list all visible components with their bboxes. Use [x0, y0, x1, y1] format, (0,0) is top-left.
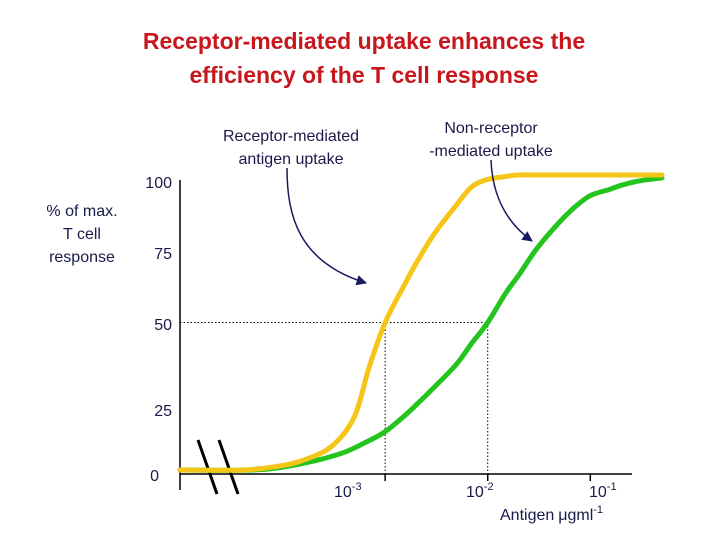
- y-tick-label-50: 50: [154, 317, 172, 334]
- axis-break-mark-1: [196, 439, 219, 495]
- annotation-arrow-non-receptor: [490, 159, 533, 242]
- y-tick-label-25: 25: [154, 403, 172, 420]
- annotation-receptor-line-1: Receptor-mediated: [223, 128, 359, 145]
- y-tick-label-0: 0: [150, 468, 159, 485]
- y-tick-label-75: 75: [154, 246, 172, 263]
- x-tick-label-1e-3: 10-3: [334, 481, 362, 501]
- x-tick-label-1e-2: 10-2: [466, 481, 494, 501]
- y-tick-label-100: 100: [145, 175, 172, 192]
- x-axis-label: Antigen μgml-1: [500, 504, 603, 524]
- annotation-arrow-receptor: [286, 167, 368, 286]
- y-axis-label-line-1: % of max.: [46, 203, 117, 220]
- annotation-non-receptor-line-2: -mediated uptake: [429, 143, 553, 160]
- series-line-receptor-mediated: [177, 172, 665, 473]
- annotation-receptor-line-2: antigen uptake: [239, 151, 344, 168]
- chart-title-line-1: Receptor-mediated uptake enhances the: [143, 28, 585, 54]
- y-axis-label-line-3: response: [49, 249, 115, 266]
- axis-break-mark-2: [217, 439, 240, 495]
- annotation-non-receptor-line-1: Non-receptor: [444, 120, 538, 137]
- series-line-non-receptor: [177, 175, 665, 473]
- chart-title-line-2: efficiency of the T cell response: [190, 62, 539, 88]
- y-axis-label-line-2: T cell: [63, 226, 101, 243]
- x-tick-label-1e-1: 10-1: [589, 481, 617, 501]
